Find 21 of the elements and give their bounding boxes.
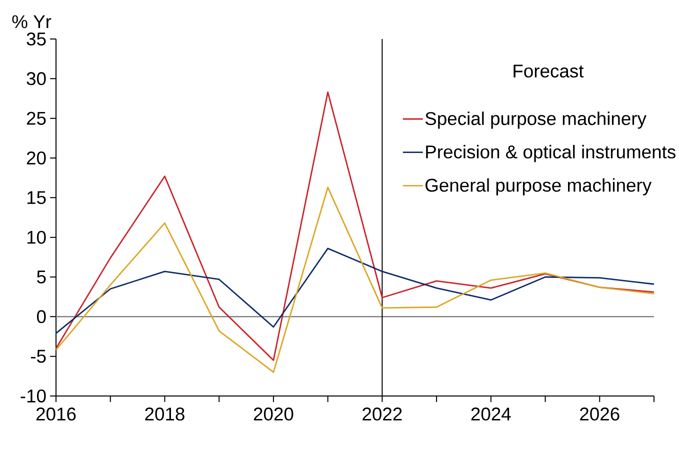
y-tick-label: 5 — [37, 270, 46, 284]
y-tick-label: 0 — [37, 310, 46, 324]
y-tick-label: 10 — [27, 230, 46, 244]
y-tick-label: 15 — [27, 191, 46, 204]
legend-label: Special purpose machinery — [425, 112, 646, 129]
y-tick-label: -5 — [30, 350, 46, 363]
y-tick-label: 35 — [26, 32, 46, 46]
y-tick-label: 20 — [26, 151, 46, 164]
legend-label: General purpose machinery — [426, 178, 652, 196]
x-tick-label: 2020 — [254, 408, 294, 421]
x-tick-label: 2022 — [362, 408, 402, 421]
legend-label: Precision & optical instruments — [426, 144, 676, 162]
y-axis-title: % Yr — [12, 15, 52, 28]
y-tick-label: 25 — [26, 112, 46, 125]
annotation: Forecast — [514, 64, 584, 78]
x-tick-label: 2016 — [36, 408, 76, 421]
y-tick-label: 30 — [26, 72, 46, 86]
x-tick-label: 2026 — [580, 408, 620, 421]
x-tick-label: 2018 — [145, 408, 184, 421]
y-tick-label: -10 — [20, 389, 46, 402]
x-tick-label: 2024 — [471, 408, 511, 421]
